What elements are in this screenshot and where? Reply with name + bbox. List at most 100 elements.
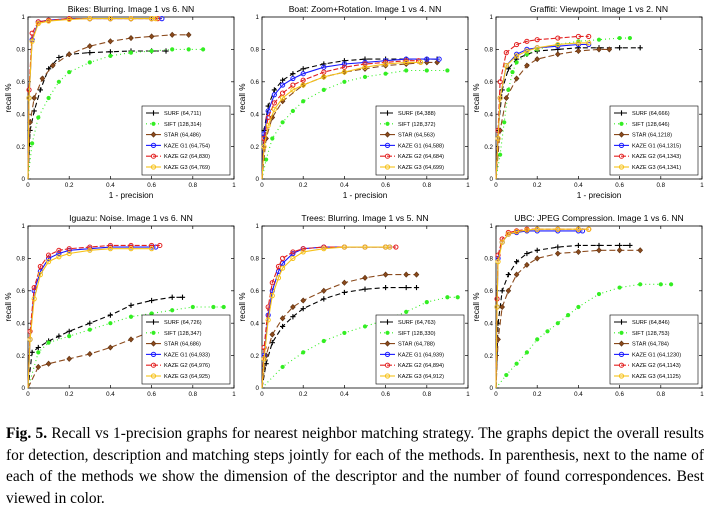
- panel-2-point-sift: [321, 87, 326, 92]
- panel-6-x-tick-label: 0.8: [656, 391, 665, 398]
- panel-6-point-sift: [638, 282, 643, 287]
- panel-2-line-kaze-g1: [261, 58, 440, 180]
- panel-5-series-kaze-g3: [261, 244, 393, 389]
- panel-4-point-star: [86, 350, 93, 358]
- panel-5-point-star: [279, 315, 286, 322]
- panel-3-point-kaze-g3: [524, 48, 530, 54]
- panel-6-point-star: [616, 247, 623, 254]
- panel-4-legend-marker-kaze-g2: [150, 362, 157, 368]
- panel-2-point-kaze-g2: [321, 69, 327, 75]
- panel-6-series-kaze-g3: [494, 226, 592, 389]
- panel-5-series-surf: [261, 284, 420, 389]
- panel-5-point-surf: [290, 314, 296, 320]
- panel-5-point-kaze-g3: [290, 255, 296, 261]
- panel-3-point-sift: [510, 69, 515, 75]
- panel-2-point-kaze-g1: [341, 61, 347, 67]
- panel-3-point-kaze-g2: [524, 38, 530, 44]
- panel-2-y-tick-label: 0.2: [250, 144, 259, 151]
- panel-2-point-surf: [362, 56, 368, 62]
- panel-2-legend-box: [375, 105, 465, 176]
- panel-5-x-tick-label: 0.4: [340, 391, 349, 398]
- panel-1-point-sift: [170, 47, 175, 52]
- panel-2-chart: Boat: Zoom+Rotation. Image 1 vs 4. NN 0 0.…: [238, 4, 470, 200]
- panel-4-point-kaze-g2: [31, 284, 37, 291]
- panel-2-point-sift: [290, 108, 295, 114]
- panel-4-point-kaze-g3: [66, 250, 72, 257]
- panel-6-y-tick-label: 0.2: [484, 353, 493, 360]
- panel-5-title: Trees: Blurring. Image 1 vs 5. NN: [301, 213, 428, 223]
- panel-5-point-star: [269, 331, 276, 338]
- panel-6-point-surf: [627, 242, 633, 249]
- panel-2-legend: SURF (64,388) SIFT (128,372) STAR (64,563)…: [375, 105, 465, 176]
- panel-6-point-sift: [658, 282, 663, 287]
- panel-2-legend-label-kaze-g1: KAZE G1 (64,588): [398, 143, 444, 149]
- panel-4-point-kaze-g2: [107, 242, 114, 249]
- panel-2-point-sift: [264, 157, 269, 162]
- panel-1-x-tick-label: 1: [232, 182, 236, 189]
- panel-6-point-surf: [555, 244, 561, 250]
- panel-1-legend-label-kaze-g2: KAZE G2 (64,830): [164, 154, 210, 160]
- panel-2-point-surf: [321, 61, 327, 67]
- panel-6-legend-label-surf: SURF (64,846): [632, 320, 670, 326]
- panel-4-line-kaze-g1: [27, 246, 156, 389]
- panel-5-legend-box: [375, 314, 465, 385]
- panel-5-y-tick-label: 0: [256, 385, 260, 392]
- panel-1-legend-label-sift: SIFT (128,314): [164, 122, 202, 128]
- panel-2-legend-label-kaze-g2: KAZE G2 (64,684): [398, 154, 444, 160]
- panel-5-point-kaze-g3: [300, 249, 306, 255]
- panel-5-point-sift: [445, 295, 450, 300]
- panel-4-point-surf: [29, 349, 35, 355]
- panel-5-point-sift: [424, 300, 429, 305]
- panel-1-point-sift: [87, 60, 92, 65]
- panel-5-legend-marker-surf: [384, 319, 391, 325]
- panel-3-series-kaze-g3: [495, 40, 592, 180]
- panel-6-point-kaze-g3: [505, 231, 511, 237]
- panel-5-x-tick-label: 0.2: [299, 391, 308, 398]
- panel-6-x-tick-label: 0.6: [615, 391, 624, 398]
- panel-4-legend-marker-kaze-g1: [150, 351, 157, 357]
- panel-5-point-star: [341, 279, 348, 286]
- panel-5-x-tick-label: 1: [466, 391, 470, 398]
- panel-3-x-tick-label: 1: [700, 182, 704, 189]
- panel-4-point-kaze-g1: [46, 255, 52, 261]
- panel-1-point-sift: [67, 69, 72, 75]
- panel-5-point-star: [403, 271, 410, 278]
- panel-4-legend-marker-sift: [151, 330, 156, 335]
- panel-2-point-surf: [290, 71, 296, 77]
- panel-6-line-star: [495, 249, 641, 389]
- panel-2-point-kaze-g2: [362, 61, 368, 67]
- panel-3-legend-label-star: STAR (64,1218): [632, 133, 672, 139]
- panel-1-point-surf: [107, 49, 113, 55]
- panel-6-point-star: [505, 287, 512, 294]
- panel-4-series-kaze-g2: [27, 242, 163, 389]
- panel-4-point-kaze-g2: [128, 242, 134, 249]
- panel-3-point-kaze-g2: [586, 33, 592, 40]
- panel-4-point-sift: [87, 327, 92, 332]
- panel-6-point-sift: [514, 361, 519, 366]
- panel-1-point-kaze-g3: [26, 95, 32, 101]
- panel-1-legend-box: [141, 105, 231, 176]
- panel-2-point-sift: [445, 68, 450, 73]
- panel-5-point-kaze-g3: [265, 317, 271, 323]
- panel-1-x-tick-label: 0.2: [65, 182, 74, 189]
- panel-6-legend-label-kaze-g1: KAZE G1 (64,1230): [632, 352, 681, 358]
- panel-2-y-tick-label: 0: [256, 176, 260, 183]
- panel-4-point-kaze-g2: [157, 242, 163, 249]
- panel-6-point-star: [554, 250, 561, 257]
- panel-5-x-tick-label: 0.8: [422, 391, 431, 398]
- panel-4-point-star: [128, 336, 134, 343]
- panel-1-legend-label-surf: SURF (64,711): [164, 111, 201, 117]
- panel-3-line-kaze-g3: [495, 42, 589, 180]
- panel-4-point-surf: [66, 328, 72, 334]
- panel-2-point-kaze-g3: [290, 87, 296, 93]
- panel-1-point-sift: [46, 95, 51, 101]
- panel-1-legend-marker-sift: [151, 121, 156, 126]
- panel-3-point-star: [606, 46, 613, 53]
- panel-3-legend-label-kaze-g1: KAZE G1 (64,1315): [632, 143, 681, 149]
- panel-6-point-star: [524, 261, 530, 268]
- panel-5-point-surf: [269, 340, 275, 346]
- panel-6-point-surf: [524, 250, 530, 257]
- panel-6-point-kaze-g3: [555, 226, 561, 232]
- panel-5-legend-label-kaze-g2: KAZE G2 (64,894): [398, 363, 444, 369]
- panel-4-point-sift: [190, 304, 195, 310]
